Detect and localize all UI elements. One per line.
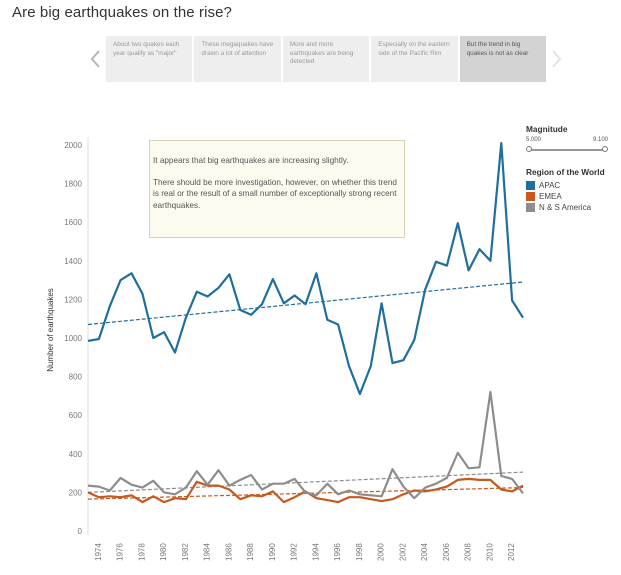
annotation-line-1: It appears that big earthquakes are incr… bbox=[153, 156, 349, 165]
series-lines bbox=[87, 142, 524, 504]
slider-max-handle[interactable] bbox=[602, 146, 608, 152]
y-tick-label: 1600 bbox=[64, 218, 82, 227]
legend-label: APAC bbox=[539, 181, 561, 190]
x-tick-label: 1982 bbox=[181, 543, 190, 561]
y-tick-label: 0 bbox=[78, 527, 83, 536]
magnitude-filter-title: Magnitude bbox=[526, 124, 568, 134]
y-tick-label: 1200 bbox=[64, 295, 82, 304]
x-tick-label: 2006 bbox=[442, 543, 451, 561]
x-tick-label: 2000 bbox=[377, 543, 386, 561]
x-tick-label: 1988 bbox=[246, 543, 255, 561]
trend-lines bbox=[87, 281, 524, 500]
x-tick-label: 2004 bbox=[420, 543, 429, 561]
story-point-4[interactable]: Especially on the eastern side of the Pa… bbox=[371, 36, 458, 82]
x-tick-label: 1996 bbox=[333, 543, 342, 561]
y-tick-label: 400 bbox=[69, 450, 83, 459]
axes: 0 200 400 600 800 1000 1200 1400 1600 1800 2000 197… bbox=[64, 137, 516, 561]
previous-arrow-icon[interactable] bbox=[88, 48, 104, 70]
y-tick-label: 1000 bbox=[64, 334, 82, 343]
story-point-2[interactable]: These megaquakes have drawn a lot of att… bbox=[194, 36, 281, 82]
x-tick-label: 2010 bbox=[485, 543, 494, 561]
legend-item-n-s-america[interactable]: N & S America bbox=[526, 202, 621, 213]
x-tick-label: 1992 bbox=[290, 543, 299, 561]
legend-label: N & S America bbox=[539, 203, 592, 212]
x-tick-label: 1976 bbox=[116, 543, 125, 561]
y-tick-label: 800 bbox=[69, 373, 83, 382]
story-points: About two quakes each year qualify as "m… bbox=[106, 36, 547, 82]
magnitude-range-values: 5.000 9.100 bbox=[526, 137, 608, 143]
magnitude-min-value: 5.000 bbox=[526, 137, 542, 143]
legend-label: EMEA bbox=[539, 192, 562, 201]
slider-min-handle[interactable] bbox=[526, 146, 532, 152]
legend-item-apac[interactable]: APAC bbox=[526, 180, 621, 191]
legend-swatch bbox=[526, 203, 535, 212]
x-tick-label: 1998 bbox=[355, 543, 364, 561]
magnitude-max-value: 9.100 bbox=[592, 137, 608, 143]
legend-panel: Magnitude 5.000 9.100 Region of the Worl… bbox=[526, 124, 621, 213]
x-tick-label: 1984 bbox=[203, 543, 212, 561]
slider-track bbox=[529, 149, 605, 151]
story-point-1[interactable]: About two quakes each year qualify as "m… bbox=[106, 36, 193, 82]
legend-swatch bbox=[526, 192, 535, 201]
region-legend-title: Region of the World bbox=[526, 167, 605, 177]
page-title: Are big earthquakes on the rise? bbox=[12, 4, 233, 21]
story-point-5-active[interactable]: But the trend in big quakes is not as cl… bbox=[459, 36, 547, 82]
story-navigator: About two quakes each year qualify as "m… bbox=[86, 36, 572, 82]
y-tick-label: 2000 bbox=[64, 141, 82, 150]
x-tick-label: 1980 bbox=[159, 543, 168, 561]
x-tick-label: 1974 bbox=[94, 543, 103, 561]
series-line-apac[interactable] bbox=[87, 142, 524, 396]
y-tick-label: 600 bbox=[69, 411, 83, 420]
region-legend-items: APAC EMEA N & S America bbox=[526, 180, 621, 213]
next-arrow-icon[interactable] bbox=[548, 48, 564, 70]
x-tick-label: 1994 bbox=[311, 543, 320, 561]
y-tick-label: 1400 bbox=[64, 257, 82, 266]
y-axis-title: Number of earthquakes bbox=[46, 288, 55, 372]
x-tick-label: 1978 bbox=[137, 543, 146, 561]
x-tick-label: 2008 bbox=[464, 543, 473, 561]
x-tick-label: 2002 bbox=[398, 543, 407, 561]
story-point-3[interactable]: More and more earthquakes are being dete… bbox=[282, 36, 370, 82]
x-tick-label: 2012 bbox=[507, 543, 516, 561]
y-tick-label: 200 bbox=[69, 488, 83, 497]
annotation-line-2: There should be more investigation, howe… bbox=[153, 178, 397, 210]
x-tick-label: 1990 bbox=[268, 543, 277, 561]
x-tick-label: 1986 bbox=[224, 543, 233, 561]
legend-swatch bbox=[526, 181, 535, 190]
annotation-box: It appears that big earthquakes are incr… bbox=[149, 140, 405, 238]
legend-item-emea[interactable]: EMEA bbox=[526, 191, 621, 202]
magnitude-range-slider[interactable] bbox=[526, 145, 608, 155]
y-tick-label: 1800 bbox=[64, 180, 82, 189]
series-line-n-s-america[interactable] bbox=[87, 390, 524, 500]
